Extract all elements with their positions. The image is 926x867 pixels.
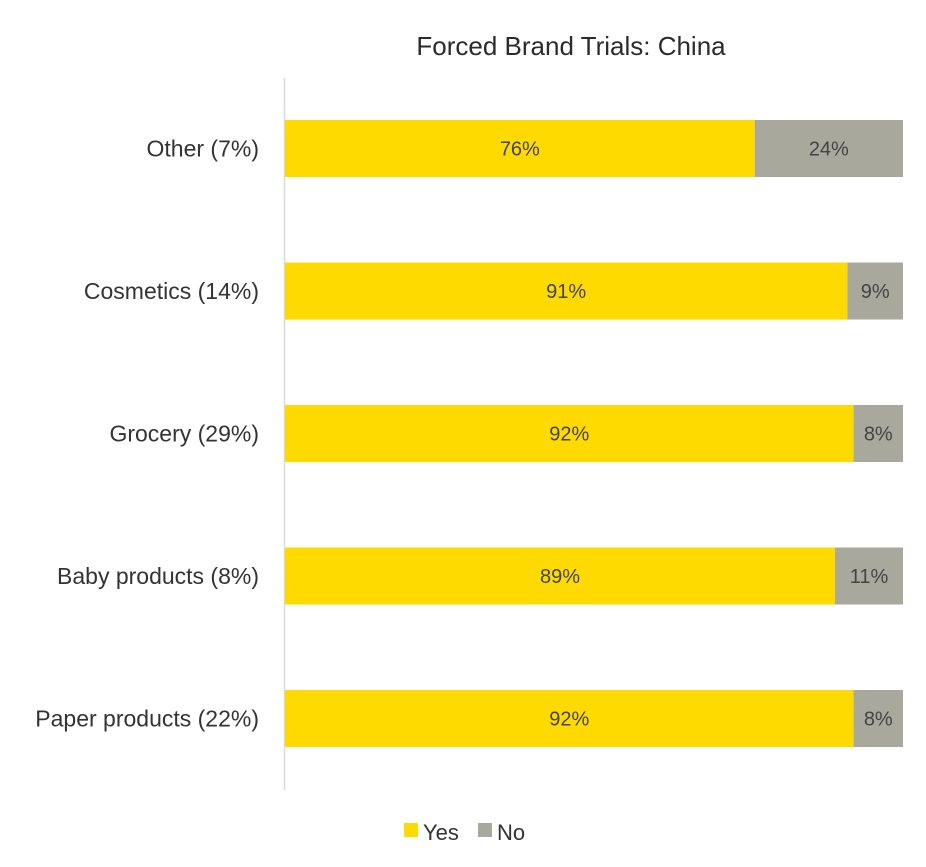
data-label: 89% (540, 566, 580, 588)
legend-swatch-no (478, 823, 492, 837)
bar-no-segment (853, 690, 903, 747)
bar-yes-segment (285, 262, 848, 320)
bar-yes-segment (285, 547, 836, 605)
bar-no-segment (853, 405, 903, 462)
data-label: 76% (500, 139, 540, 161)
data-label: 92% (549, 709, 589, 731)
bars-group: Other (7%) 76% 24% Cosmetics (14%) 91% 9% Groc… (35, 120, 903, 747)
bar-yes-segment (285, 690, 854, 747)
chart-title: Forced Brand Trials: China (416, 31, 726, 61)
category-label: Baby products (8%) (57, 563, 259, 589)
legend: Yes No (404, 820, 525, 845)
category-label: Grocery (29%) (109, 421, 259, 447)
bar-no-segment (835, 547, 903, 605)
legend-label: No (497, 820, 525, 845)
bar-no-segment (754, 120, 903, 177)
category-label: Cosmetics (14%) (84, 278, 259, 304)
data-label: 92% (549, 424, 589, 446)
data-label: 8% (864, 709, 893, 731)
data-label: 24% (809, 139, 849, 161)
legend-label: Yes (423, 820, 459, 845)
legend-swatch-yes (404, 823, 418, 837)
category-label: Paper products (22%) (35, 706, 259, 732)
bar-no-segment (847, 262, 903, 320)
data-label: 11% (850, 566, 889, 588)
data-label: 91% (546, 281, 586, 303)
bar-yes-segment (285, 120, 755, 177)
data-label: 9% (861, 281, 890, 303)
bar-yes-segment (285, 405, 854, 462)
data-label: 8% (864, 424, 893, 446)
category-label: Other (7%) (147, 136, 259, 162)
